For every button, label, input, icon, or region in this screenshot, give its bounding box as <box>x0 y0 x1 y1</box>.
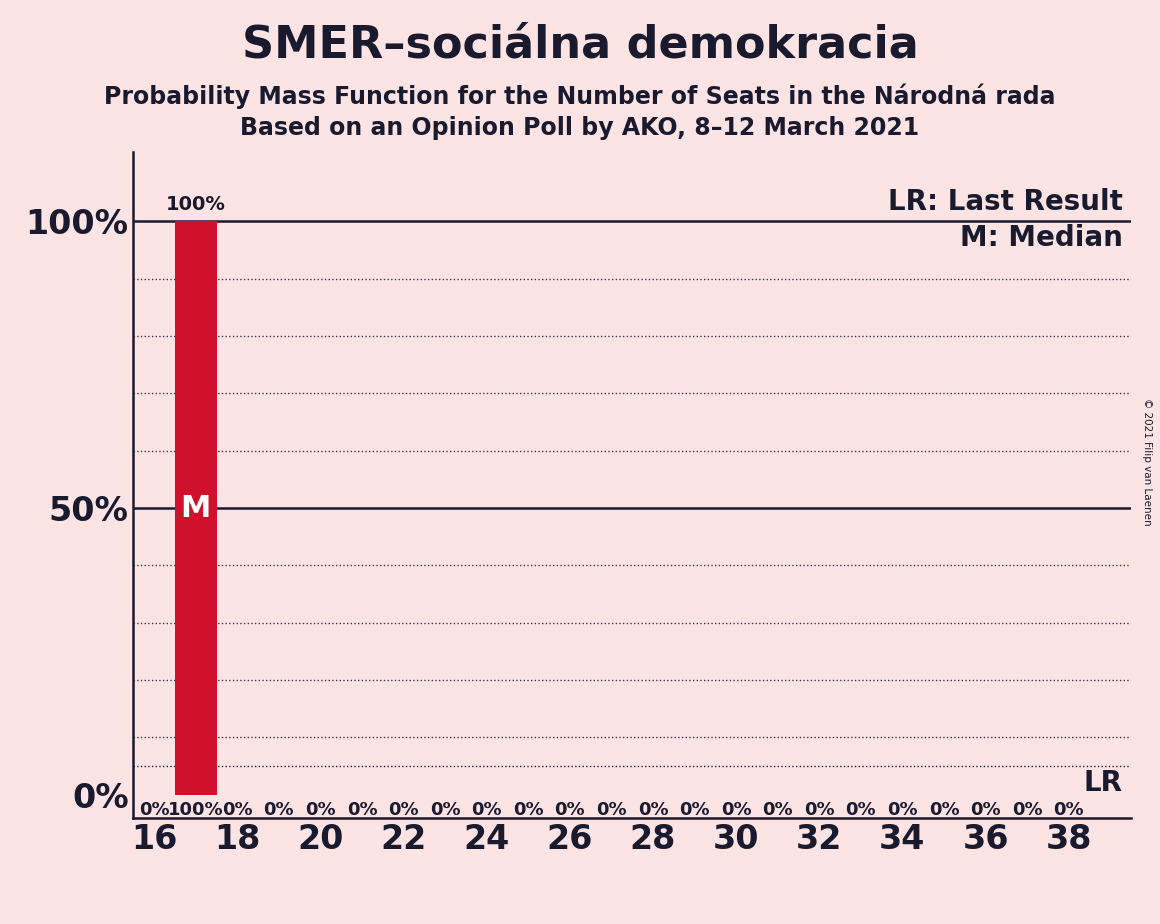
Text: LR: LR <box>1083 769 1123 797</box>
Text: 0%: 0% <box>1012 800 1043 819</box>
Text: 0%: 0% <box>596 800 626 819</box>
Text: 0%: 0% <box>1053 800 1083 819</box>
Text: 0%: 0% <box>887 800 918 819</box>
Text: M: Median: M: Median <box>959 225 1123 252</box>
Text: 0%: 0% <box>263 800 295 819</box>
Text: SMER–sociálna demokracia: SMER–sociálna demokracia <box>241 23 919 67</box>
Text: 0%: 0% <box>804 800 834 819</box>
Text: Based on an Opinion Poll by AKO, 8–12 March 2021: Based on an Opinion Poll by AKO, 8–12 Ma… <box>240 116 920 140</box>
Text: 0%: 0% <box>720 800 752 819</box>
Text: 0%: 0% <box>762 800 793 819</box>
Bar <box>175 221 217 795</box>
Text: 100%: 100% <box>166 195 226 214</box>
Text: © 2021 Filip van Laenen: © 2021 Filip van Laenen <box>1141 398 1152 526</box>
Text: 0%: 0% <box>638 800 668 819</box>
Text: 0%: 0% <box>222 800 253 819</box>
Text: Probability Mass Function for the Number of Seats in the Národná rada: Probability Mass Function for the Number… <box>104 83 1056 109</box>
Text: 0%: 0% <box>554 800 585 819</box>
Text: 0%: 0% <box>846 800 876 819</box>
Text: 0%: 0% <box>471 800 502 819</box>
Text: 0%: 0% <box>139 800 169 819</box>
Text: LR: Last Result: LR: Last Result <box>887 188 1123 215</box>
Text: 0%: 0% <box>513 800 544 819</box>
Text: 0%: 0% <box>389 800 419 819</box>
Text: 100%: 100% <box>168 800 224 819</box>
Text: 0%: 0% <box>929 800 959 819</box>
Text: M: M <box>181 493 211 523</box>
Text: 0%: 0% <box>347 800 377 819</box>
Text: 0%: 0% <box>680 800 710 819</box>
Text: 0%: 0% <box>305 800 335 819</box>
Text: 0%: 0% <box>430 800 461 819</box>
Text: 0%: 0% <box>970 800 1001 819</box>
